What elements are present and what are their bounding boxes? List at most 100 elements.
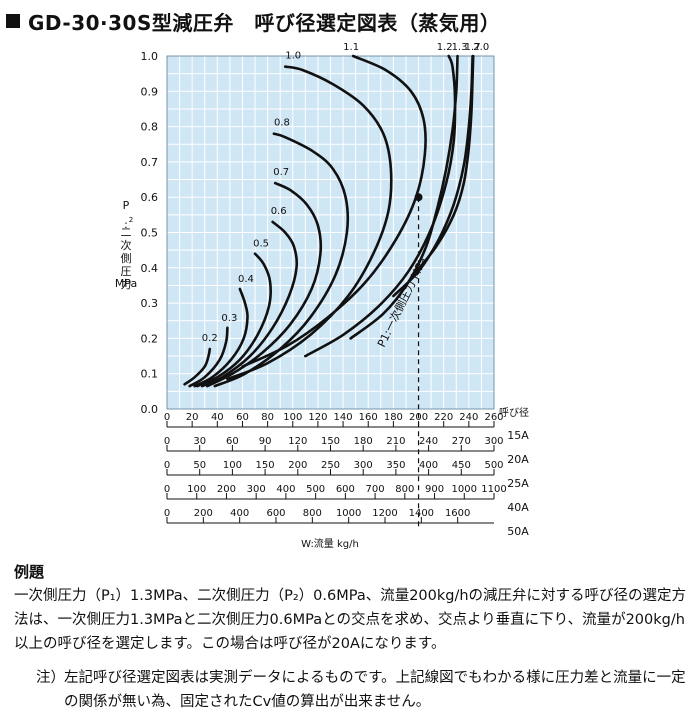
flow-scale-tick-label: 270 xyxy=(452,436,471,447)
y-tick-label: 0.4 xyxy=(141,262,159,275)
title-square-icon xyxy=(6,14,20,28)
flow-scale-tick-label: 100 xyxy=(223,460,242,471)
y-axis-unit: MPa xyxy=(115,277,137,290)
y-tick-label: 1.0 xyxy=(141,50,159,63)
series-label: 1.3 xyxy=(452,42,468,53)
series-label: 0.3 xyxy=(221,313,237,324)
flow-scale-tick-label: 220 xyxy=(434,412,453,423)
flow-scale-tick-label: 300 xyxy=(484,436,503,447)
y-tick-label: 0.7 xyxy=(141,156,159,169)
flow-scale-tick-label: 600 xyxy=(266,508,285,519)
y-axis-label-char: 圧 xyxy=(121,265,132,278)
flow-scale-tick-label: 450 xyxy=(452,460,471,471)
note-section: 注） 左記呼び径選定図表は実測データによるものです。上記線図でもわかる様に圧力差… xyxy=(36,666,686,714)
flow-scale-tick-label: 240 xyxy=(459,412,478,423)
selection-chart: 0.00.10.20.30.40.50.60.70.80.91.0P2:二次側圧… xyxy=(115,42,529,550)
y-tick-label: 0.5 xyxy=(141,227,159,240)
y-axis-label-char: 二 xyxy=(121,226,132,239)
y-tick-label: 0.9 xyxy=(141,85,159,98)
example-point xyxy=(414,193,423,202)
flow-scale-tick-label: 300 xyxy=(354,460,373,471)
flow-scale-tick-label: 200 xyxy=(409,412,428,423)
flow-scale-tick-label: 80 xyxy=(261,412,274,423)
series-curve xyxy=(193,287,249,388)
series-label: 0.7 xyxy=(273,167,289,178)
flow-scale-tick-label: 1000 xyxy=(336,508,361,519)
y-axis-label-char: 側 xyxy=(121,252,132,265)
flow-scale-tick-label: 0 xyxy=(164,436,170,447)
flow-scale-tick-label: 100 xyxy=(187,484,206,495)
y-tick-label: 0.6 xyxy=(141,191,159,204)
y-tick-label: 0.0 xyxy=(141,403,159,416)
flow-scale-tick-label: 600 xyxy=(336,484,355,495)
series-curve xyxy=(213,132,350,388)
series-curve xyxy=(349,54,459,340)
flow-scale-tick-label: 300 xyxy=(247,484,266,495)
flow-scale-tick-label: 50 xyxy=(193,460,206,471)
flow-scale-size-label: 50A xyxy=(507,525,529,538)
flow-scale-tick-label: 400 xyxy=(276,484,295,495)
flow-scale-tick-label: 200 xyxy=(194,508,213,519)
y-tick-label: 0.8 xyxy=(141,121,159,134)
flow-scale-tick-label: 350 xyxy=(386,460,405,471)
y-tick-label: 0.1 xyxy=(141,368,159,381)
flow-scale-tick-label: 60 xyxy=(226,436,239,447)
flow-scale-tick-label: 800 xyxy=(395,484,414,495)
flow-scale-size-label: 40A xyxy=(507,501,529,514)
flow-scale-tick-label: 60 xyxy=(236,412,249,423)
x-axis-label: W:流量 kg/h xyxy=(301,537,359,550)
flow-scale-tick-label: 400 xyxy=(419,460,438,471)
series-curve xyxy=(183,347,212,386)
y-axis-label-char: 力 xyxy=(121,278,132,291)
flow-scale-tick-label: 200 xyxy=(288,460,307,471)
series-curve xyxy=(200,220,299,388)
flow-scale-tick-label: 0 xyxy=(164,412,170,423)
flow-scale-tick-label: 1400 xyxy=(409,508,434,519)
series-label: 1.1 xyxy=(343,42,359,53)
y-axis-label-char: 2 xyxy=(129,216,133,224)
series-label: 0.6 xyxy=(271,206,287,217)
flow-scale-size-label: 15A xyxy=(507,429,529,442)
flow-scale-tick-label: 120 xyxy=(308,412,327,423)
flow-scale-tick-label: 120 xyxy=(288,436,307,447)
flow-scale-tick-label: 260 xyxy=(484,412,503,423)
flow-scale-tick-label: 210 xyxy=(386,436,405,447)
note-mark: 注） xyxy=(36,670,65,686)
flow-scale-tick-label: 800 xyxy=(303,508,322,519)
flow-scale-size-label: 20A xyxy=(507,453,529,466)
series-curve xyxy=(226,65,393,381)
series-label: 0.8 xyxy=(274,118,290,129)
series-label: 0.2 xyxy=(202,333,218,344)
flow-scale-tick-label: 30 xyxy=(193,436,206,447)
y-tick-label: 0.3 xyxy=(141,297,159,310)
flow-scale-tick-label: 900 xyxy=(425,484,444,495)
flow-scale-tick-label: 200 xyxy=(217,484,236,495)
flow-scale-tick-label: 400 xyxy=(230,508,249,519)
flow-scale-tick-label: 150 xyxy=(256,460,275,471)
flow-scale-tick-label: 160 xyxy=(359,412,378,423)
flow-scale-tick-label: 140 xyxy=(334,412,353,423)
series-label: 1.0 xyxy=(285,51,301,62)
plot-border xyxy=(166,55,495,410)
flow-scale-tick-label: 180 xyxy=(354,436,373,447)
flow-scale-tick-label: 0 xyxy=(164,508,170,519)
series-label: 1.2 xyxy=(437,42,453,53)
flow-scale-tick-label: 180 xyxy=(384,412,403,423)
flow-scale-tick-label: 1600 xyxy=(445,508,470,519)
series-curve xyxy=(195,252,272,388)
title-row: GD-30·30S型減圧弁 呼び径選定図表（蒸気用） xyxy=(6,6,500,36)
series-label: 0.4 xyxy=(238,274,254,285)
flow-scale-tick-label: 700 xyxy=(366,484,385,495)
example-heading: 例題 xyxy=(14,563,45,581)
flow-scale-tick-label: 250 xyxy=(321,460,340,471)
flow-scale-tick-label: 0 xyxy=(164,460,170,471)
flow-scale-tick-label: 1100 xyxy=(481,484,506,495)
flow-scale-tick-label: 20 xyxy=(186,412,199,423)
flow-scale-tick-label: 0 xyxy=(164,484,170,495)
flow-scale-tick-label: 500 xyxy=(484,460,503,471)
flow-scale-tick-label: 1000 xyxy=(452,484,477,495)
flow-scale-tick-label: 90 xyxy=(259,436,272,447)
series-label: 0.5 xyxy=(253,239,269,250)
flow-scale-tick-label: 240 xyxy=(419,436,438,447)
flow-scale-tick-label: 500 xyxy=(306,484,325,495)
